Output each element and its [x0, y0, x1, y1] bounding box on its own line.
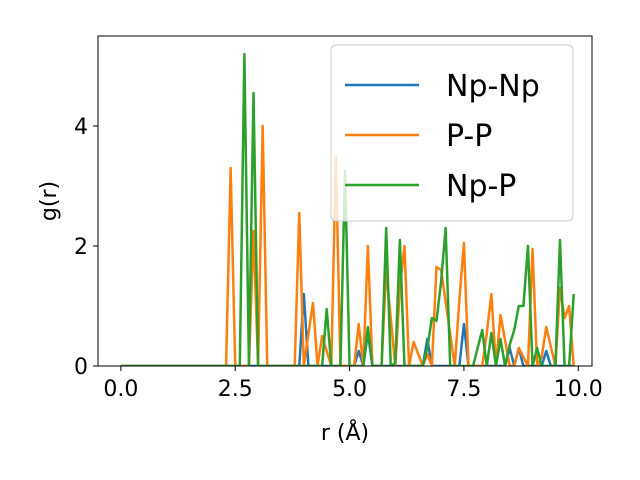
x-tick-label: 5.0	[332, 377, 367, 402]
x-tick-label: 2.5	[218, 377, 253, 402]
plot-frame	[97, 35, 593, 367]
series-line-np-p	[120, 52, 575, 366]
y-axis-label: g(r)	[37, 181, 62, 221]
legend-label-np-p: Np-P	[446, 169, 516, 204]
x-axis: 0.0 2.5 5.0 7.5 10.0	[103, 366, 603, 402]
x-tick-label: 0.0	[103, 377, 138, 402]
y-tick-label: 4	[74, 115, 88, 140]
legend: Np-Np P-P Np-P	[330, 44, 574, 222]
x-axis-label: r (Å)	[321, 419, 369, 446]
y-axis: 0 2 4	[74, 115, 98, 380]
legend-box	[330, 44, 574, 222]
legend-label-p-p: P-P	[446, 119, 492, 154]
y-tick-label: 2	[74, 235, 88, 260]
x-tick-label: 10.0	[554, 377, 603, 402]
y-tick-label: 0	[74, 355, 88, 380]
series-line-p-p	[120, 124, 575, 366]
legend-label-np-np: Np-Np	[446, 69, 540, 104]
x-tick-label: 7.5	[446, 377, 481, 402]
series-layer	[120, 52, 575, 366]
